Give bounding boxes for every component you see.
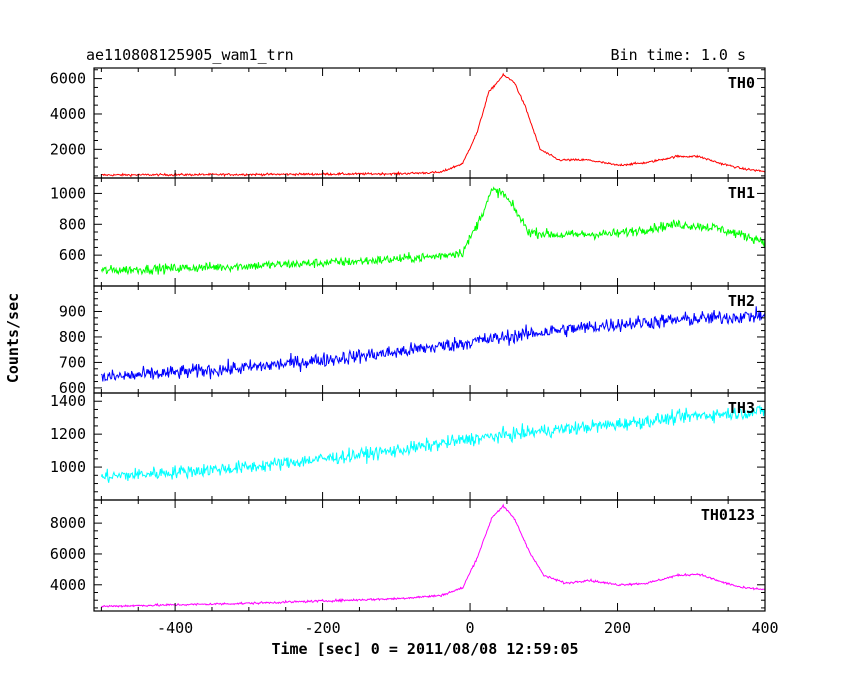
y-tick-label: 800 [59, 328, 86, 346]
y-tick-label: 800 [59, 215, 86, 233]
y-tick-label: 1000 [50, 184, 86, 202]
y-tick-label: 1000 [50, 458, 86, 476]
x-tick-label: 400 [751, 619, 778, 637]
y-tick-label: 4000 [50, 576, 86, 594]
series-line-th1 [100, 186, 766, 276]
y-tick-label: 900 [59, 302, 86, 320]
panel-frame-th2 [93, 285, 766, 394]
y-tick-label: 6000 [50, 545, 86, 563]
y-tick-label: 1400 [50, 392, 86, 410]
series-line-th0123 [101, 503, 766, 608]
panel-frame-th0123 [93, 499, 766, 612]
series-line-th3 [100, 404, 766, 483]
y-tick-label: 600 [59, 379, 86, 397]
x-tick-label: 200 [604, 619, 631, 637]
panel-frame-th0 [93, 67, 766, 179]
panel-label-th0: TH0 [728, 74, 755, 92]
x-axis-title: Time [sec] 0 = 2011/08/08 12:59:05 [271, 640, 578, 658]
y-axis-title: Counts/sec [4, 293, 22, 383]
panel-label-th2: TH2 [728, 292, 755, 310]
x-tick-label: -400 [157, 619, 193, 637]
series-line-th0 [101, 72, 766, 178]
y-tick-label: 8000 [50, 514, 86, 532]
panel-label-th1: TH1 [728, 184, 755, 202]
x-tick-label: -200 [305, 619, 341, 637]
y-tick-label: 2000 [50, 140, 86, 158]
y-tick-label: 6000 [50, 70, 86, 88]
panel-label-th0123: TH0123 [701, 506, 755, 524]
bin-time-label: Bin time: 1.0 s [611, 46, 746, 64]
y-tick-label: 700 [59, 353, 86, 371]
chart-title: ae110808125905_wam1_trn [86, 46, 294, 64]
y-tick-label: 600 [59, 246, 86, 264]
x-tick-label: 0 [466, 619, 475, 637]
series-line-th2 [101, 306, 766, 382]
y-tick-label: 1200 [50, 425, 86, 443]
y-tick-label: 4000 [50, 105, 86, 123]
panel-label-th3: TH3 [728, 399, 755, 417]
